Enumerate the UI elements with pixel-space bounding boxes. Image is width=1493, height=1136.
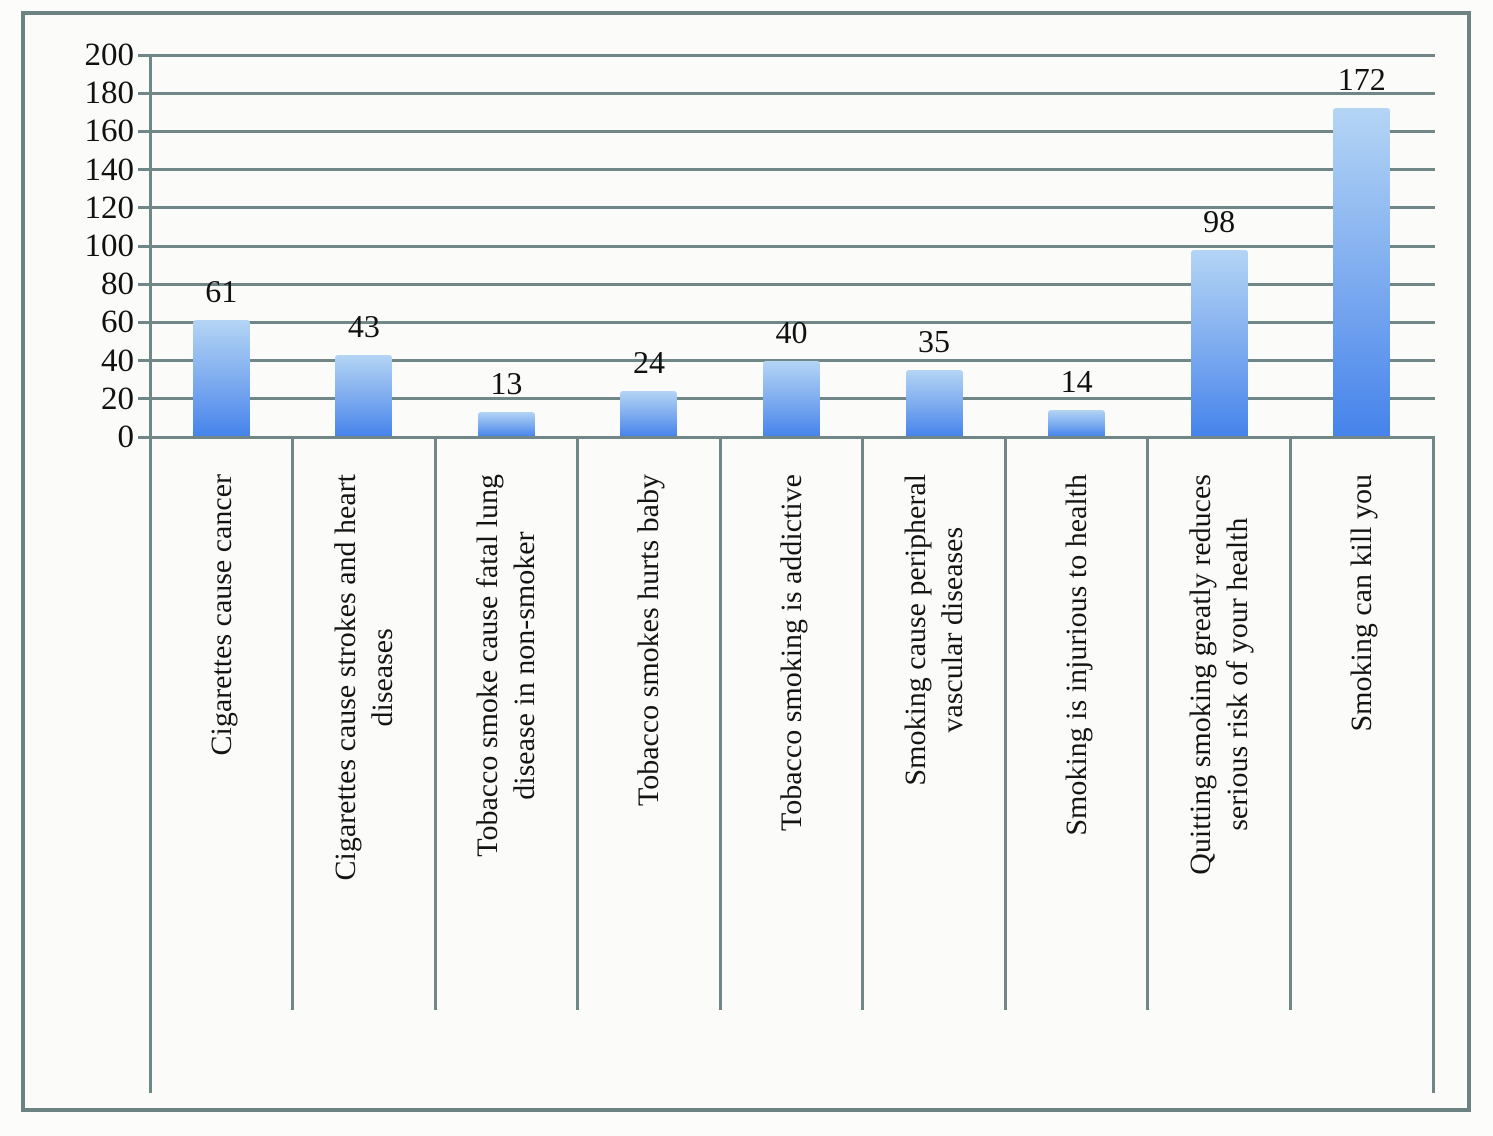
y-axis-tick-label: 0 [117, 419, 135, 455]
bar-1 [192, 320, 250, 437]
y-axis-tick-label: 140 [84, 151, 135, 188]
category-label: Smoking cause peripheral vascular diseas… [899, 474, 970, 786]
category-label: Smoking can kill you [1345, 474, 1379, 732]
gridline-y200 [138, 53, 1435, 57]
category-separator-line [1003, 437, 1007, 1010]
bar-value-label: 61 [205, 273, 238, 310]
gridline-y140 [138, 168, 1435, 172]
category-separator-line [291, 437, 295, 1010]
y-axis-tick-label: 160 [84, 113, 135, 150]
category-separator-line [1288, 437, 1292, 1010]
category-separator-line [861, 437, 865, 1010]
category-label-cell: Smoking can kill you [1290, 474, 1433, 732]
bar-value-label: 43 [347, 307, 380, 344]
category-label-cell: Cigarettes cause cancer [150, 474, 293, 756]
bar-value-label: 24 [632, 344, 665, 381]
category-separator-line [433, 437, 437, 1010]
bar-8 [1190, 249, 1248, 437]
gridline-y120 [138, 206, 1435, 210]
y-axis-tick-label: 100 [84, 228, 135, 264]
y-axis-tick-label: 20 [101, 380, 134, 417]
bar-value-label: 13 [490, 365, 523, 402]
bar-4 [620, 391, 678, 437]
category-label: Cigarettes cause cancer [204, 474, 238, 756]
y-axis-tick-label: 80 [101, 266, 134, 303]
y-axis-line [148, 55, 152, 1093]
category-label: Tobacco smoking is addictive [774, 474, 808, 831]
category-label: Cigarettes cause strokes and heart disea… [328, 474, 399, 881]
bar-3 [477, 412, 535, 437]
y-axis-tick-label: 40 [101, 342, 134, 379]
category-separator-line [576, 437, 580, 1010]
plot-right-boundary-line [1431, 437, 1435, 1093]
category-label-cell: Tobacco smoke cause fatal lung disease i… [435, 474, 578, 857]
x-axis-line [138, 435, 1435, 439]
category-label-cell: Smoking cause peripheral vascular diseas… [863, 474, 1006, 786]
chart-frame [21, 11, 1471, 1112]
category-separator-line [1146, 437, 1150, 1010]
bar-2 [335, 354, 393, 437]
gridline-y160 [138, 129, 1435, 133]
category-label-cell: Tobacco smokes hurts baby [578, 474, 721, 806]
y-axis-tick-label: 120 [84, 189, 135, 226]
bar-value-label: 14 [1060, 363, 1093, 400]
category-label: Smoking is injurious to health [1060, 474, 1094, 836]
category-label-cell: Quitting smoking greatly reduces serious… [1148, 474, 1291, 875]
category-label-cell: Smoking is injurious to health [1005, 474, 1148, 836]
bar-value-label: 98 [1203, 202, 1236, 239]
bar-value-label: 172 [1337, 61, 1386, 98]
bar-7 [1048, 410, 1106, 437]
y-axis-tick-label: 200 [84, 37, 135, 73]
category-label: Quitting smoking greatly reduces serious… [1184, 474, 1255, 875]
category-label-cell: Cigarettes cause strokes and heart disea… [293, 474, 436, 881]
bar-6 [905, 370, 963, 437]
gridline-y80 [138, 282, 1435, 286]
gridline-y100 [138, 244, 1435, 248]
bar-5 [763, 360, 820, 437]
category-label-cell: Tobacco smoking is addictive [720, 474, 863, 831]
bar-value-label: 35 [918, 323, 951, 360]
category-separator-line [718, 437, 722, 1010]
y-axis-tick-label: 60 [101, 304, 134, 341]
category-label: Tobacco smokes hurts baby [632, 474, 666, 806]
gridline-y180 [138, 91, 1435, 95]
bar-9 [1333, 108, 1391, 437]
y-axis-tick-label: 180 [84, 75, 135, 112]
gridline-y60 [138, 320, 1435, 324]
category-label: Tobacco smoke cause fatal lung disease i… [471, 474, 542, 857]
bar-value-label: 40 [775, 313, 808, 350]
